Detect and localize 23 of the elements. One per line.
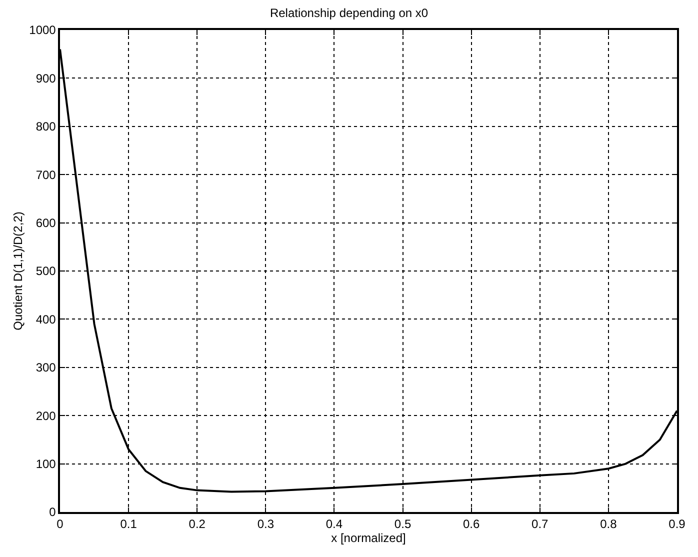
y-tick-label: 500 bbox=[36, 264, 56, 278]
x-tick-label: 0.9 bbox=[668, 517, 686, 532]
y-tick-label: 200 bbox=[36, 408, 56, 423]
x-tick-label: 0.6 bbox=[462, 517, 480, 532]
x-tick-label: 0.4 bbox=[326, 517, 343, 532]
y-tick-label: 800 bbox=[36, 120, 56, 134]
y-tick-label: 600 bbox=[36, 216, 56, 230]
y-tick-label: 400 bbox=[36, 312, 56, 326]
x-axis-title: x [normalized] bbox=[331, 531, 406, 546]
x-tick-label: 0.1 bbox=[120, 517, 138, 532]
y-tick-label: 1000 bbox=[29, 23, 56, 38]
x-tick-label: 0.2 bbox=[188, 517, 206, 532]
y-tick-label: 100 bbox=[36, 457, 56, 471]
x-tick-label: 0.3 bbox=[257, 517, 274, 532]
y-tick-label: 900 bbox=[36, 71, 56, 86]
y-tick-label: 300 bbox=[36, 360, 56, 375]
chart-title: Relationship depending on x0 bbox=[270, 6, 428, 20]
x-tick-label: 0.5 bbox=[394, 517, 412, 532]
y-tick-label: 700 bbox=[36, 168, 56, 182]
y-axis-title: Quotient D(1,1)/D(2,2) bbox=[10, 212, 25, 330]
y-tick-label: 0 bbox=[49, 505, 56, 520]
x-tick-label: 0.7 bbox=[532, 517, 549, 532]
x-tick-label: 0.8 bbox=[600, 517, 618, 532]
